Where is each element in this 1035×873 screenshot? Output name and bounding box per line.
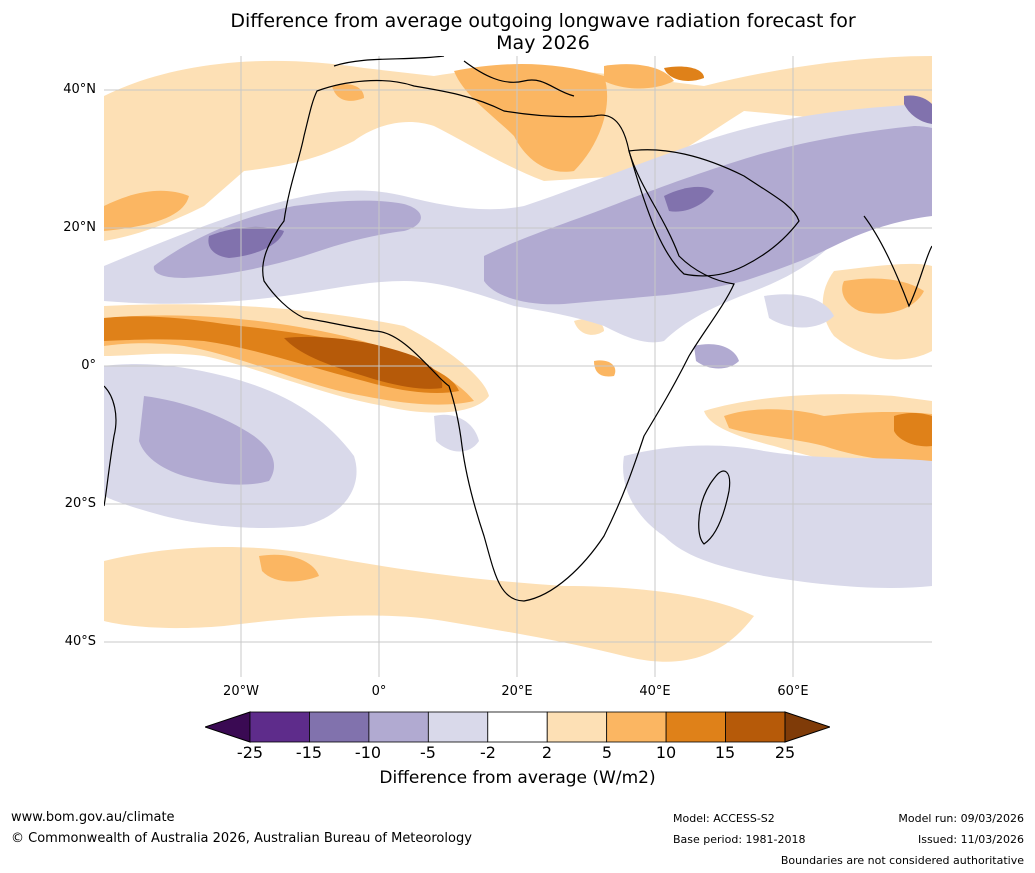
footer-base-period: Base period: 1981-2018 <box>673 833 806 846</box>
colorbar-tick: 2 <box>541 743 553 762</box>
colorbar-segment <box>665 711 726 743</box>
colorbar-segment <box>309 711 370 743</box>
colorbar <box>205 711 830 743</box>
colorbar-arrow-high <box>784 711 830 743</box>
footer-model: Model: ACCESS-S2 <box>673 812 775 825</box>
footer-copyright: © Commonwealth of Australia 2026, Austra… <box>11 831 472 846</box>
anomaly-neg5-to-neg10 <box>139 126 932 485</box>
title-line-2: May 2026 <box>496 32 590 54</box>
lat-label-20s: 20°S <box>64 496 96 511</box>
colorbar-tick: 15 <box>714 743 736 762</box>
footer-issued: Issued: 11/03/2026 <box>917 833 1024 846</box>
coastlines <box>104 56 932 602</box>
lon-label-20w: 20°W <box>223 684 259 699</box>
lon-label-0: 0° <box>371 684 387 699</box>
colorbar-tick: -5 <box>420 743 436 762</box>
lon-label-60e: 60°E <box>777 684 809 699</box>
title-line-1: Difference from average outgoing longwav… <box>230 10 856 32</box>
colorbar-tick: 10 <box>655 743 677 762</box>
colorbar-tick: -10 <box>354 743 382 762</box>
colorbar-segment <box>725 711 786 743</box>
colorbar-tick: 5 <box>601 743 613 762</box>
colorbar-tick: -2 <box>480 743 496 762</box>
lon-label-20e: 20°E <box>501 684 533 699</box>
lat-label-40n: 40°N <box>63 82 96 97</box>
colorbar-title: Difference from average (W/m2) <box>379 768 656 788</box>
colorbar-segment <box>606 711 667 743</box>
lat-label-20n: 20°N <box>63 220 96 235</box>
lon-label-40e: 40°E <box>639 684 671 699</box>
map-title: Difference from average outgoing longwav… <box>0 10 1035 54</box>
graticule <box>104 56 932 677</box>
colorbar-segment <box>427 711 489 743</box>
olr-anomaly-map <box>104 56 932 677</box>
footer-model-run: Model run: 09/03/2026 <box>898 812 1024 825</box>
colorbar-segment <box>546 711 608 743</box>
anomaly-neg10-to-neg15 <box>208 95 932 258</box>
colorbar-segment <box>368 711 429 743</box>
footer-disclaimer: Boundaries are not considered authoritat… <box>780 854 1024 867</box>
anomaly-15-to-25 <box>284 336 443 389</box>
colorbar-segment <box>249 711 310 743</box>
colorbar-segment <box>487 711 548 743</box>
colorbar-arrow-low <box>205 711 251 743</box>
footer-url[interactable]: www.bom.gov.au/climate <box>11 810 175 825</box>
lat-label-0: 0° <box>81 358 96 373</box>
lat-label-40s: 40°S <box>64 634 96 649</box>
colorbar-tick: -15 <box>295 743 323 762</box>
colorbar-tick: 25 <box>774 743 796 762</box>
colorbar-tick: -25 <box>236 743 264 762</box>
